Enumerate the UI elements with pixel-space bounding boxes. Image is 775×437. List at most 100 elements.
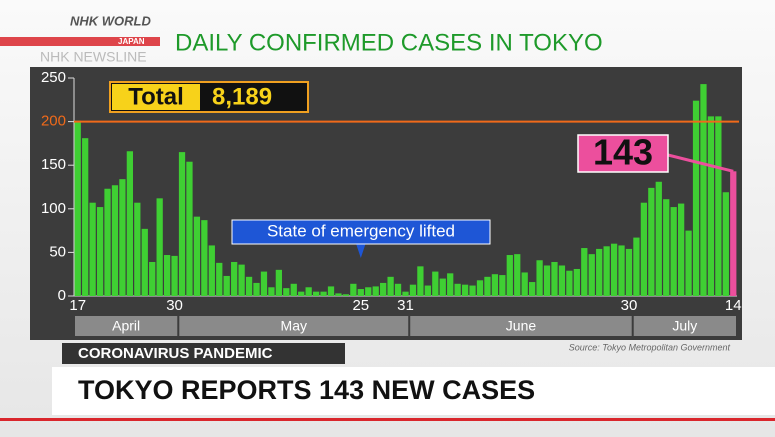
bar bbox=[573, 268, 580, 296]
bar bbox=[327, 286, 335, 296]
bar bbox=[603, 246, 610, 296]
month-label: April bbox=[112, 318, 140, 334]
bar bbox=[402, 291, 409, 296]
bar bbox=[566, 270, 573, 296]
bar bbox=[648, 187, 655, 296]
bar bbox=[89, 202, 96, 296]
bar bbox=[335, 293, 342, 296]
bar bbox=[514, 254, 521, 296]
bar bbox=[529, 282, 536, 296]
bar bbox=[536, 260, 543, 296]
callout-value: 143 bbox=[593, 132, 653, 173]
month-label: June bbox=[506, 318, 537, 334]
logo: NHK WORLD bbox=[70, 13, 151, 28]
bar bbox=[640, 202, 648, 296]
bar bbox=[193, 216, 201, 296]
total-value: 8,189 bbox=[212, 83, 272, 110]
bar bbox=[685, 230, 692, 296]
bar bbox=[134, 202, 141, 296]
bar bbox=[484, 276, 491, 296]
bar bbox=[119, 179, 126, 296]
y-tick-label: 0 bbox=[58, 287, 66, 304]
bar bbox=[283, 288, 290, 296]
bar bbox=[312, 291, 320, 296]
bar bbox=[82, 138, 89, 296]
x-tick-label: 31 bbox=[397, 297, 414, 314]
callout-box bbox=[577, 134, 669, 173]
chart-title: DAILY CONFIRMED CASES IN TOKYO bbox=[175, 29, 603, 56]
bar bbox=[707, 116, 715, 296]
headline: TOKYO REPORTS 143 NEW CASES bbox=[78, 375, 535, 405]
bar bbox=[394, 283, 402, 296]
bar bbox=[670, 207, 677, 296]
topic: CORONAVIRUS PANDEMIC bbox=[78, 345, 273, 362]
x-tick-label: 17 bbox=[69, 297, 86, 314]
bar bbox=[238, 264, 245, 296]
bar bbox=[305, 287, 312, 296]
bar bbox=[700, 84, 707, 296]
bar bbox=[275, 269, 282, 296]
bar bbox=[74, 120, 81, 296]
bar bbox=[409, 284, 417, 296]
bar bbox=[618, 245, 625, 296]
x-tick-label: 30 bbox=[621, 297, 638, 314]
bar bbox=[663, 199, 670, 296]
bar bbox=[126, 151, 133, 296]
bar bbox=[655, 181, 662, 296]
bar bbox=[588, 254, 595, 296]
bar bbox=[730, 171, 737, 296]
headline-bg bbox=[52, 367, 775, 415]
bar bbox=[141, 228, 148, 296]
bar bbox=[357, 289, 364, 296]
bar bbox=[581, 248, 588, 296]
bar bbox=[558, 265, 566, 296]
bar bbox=[231, 261, 238, 296]
bar bbox=[543, 265, 551, 296]
annotation-box bbox=[231, 219, 491, 245]
bar bbox=[380, 282, 387, 296]
bar bbox=[104, 188, 111, 296]
bar bbox=[290, 283, 297, 296]
bar bbox=[163, 255, 171, 296]
month-band bbox=[410, 316, 632, 336]
bar bbox=[506, 255, 513, 296]
bar bbox=[625, 248, 633, 296]
bar bbox=[439, 278, 446, 296]
bar bbox=[476, 280, 484, 296]
month-band bbox=[75, 316, 178, 336]
bar bbox=[424, 285, 431, 296]
bar bbox=[692, 100, 700, 296]
bar bbox=[551, 261, 558, 296]
bar bbox=[149, 261, 156, 296]
bar bbox=[350, 283, 357, 296]
bar bbox=[461, 284, 469, 296]
bar bbox=[342, 294, 350, 296]
x-tick-label: 25 bbox=[352, 297, 369, 314]
bar bbox=[171, 255, 178, 296]
bar bbox=[447, 273, 454, 296]
y-tick-label: 100 bbox=[41, 200, 66, 217]
callout-line bbox=[667, 153, 734, 173]
bar bbox=[208, 245, 215, 296]
bar bbox=[610, 243, 618, 296]
bar bbox=[499, 275, 506, 296]
bar bbox=[186, 161, 193, 296]
bar bbox=[156, 198, 163, 296]
bar bbox=[469, 285, 476, 296]
month-label: May bbox=[281, 318, 307, 334]
bar bbox=[372, 286, 379, 296]
y-tick-label: 150 bbox=[41, 156, 66, 173]
bar bbox=[365, 287, 372, 296]
month-band bbox=[179, 316, 409, 336]
bar bbox=[268, 287, 275, 296]
bar bbox=[216, 262, 223, 296]
bar bbox=[223, 275, 230, 296]
bar bbox=[253, 282, 260, 296]
bar bbox=[715, 116, 722, 296]
program: NHK NEWSLINE bbox=[40, 49, 147, 65]
bar bbox=[678, 203, 685, 296]
y-tick-label: 50 bbox=[49, 243, 66, 260]
logo-sub: JAPAN bbox=[118, 37, 145, 46]
month-label: July bbox=[672, 318, 697, 334]
bar bbox=[432, 271, 439, 296]
